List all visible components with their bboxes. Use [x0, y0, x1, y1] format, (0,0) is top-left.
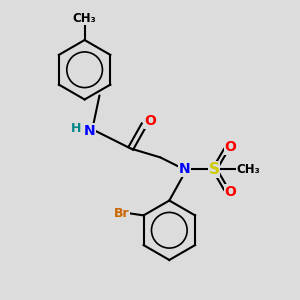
Text: CH₃: CH₃ — [73, 12, 97, 25]
Text: O: O — [224, 184, 236, 199]
Text: N: N — [83, 124, 95, 138]
Text: S: S — [208, 162, 219, 177]
Text: Br: Br — [113, 206, 129, 220]
Text: N: N — [178, 162, 190, 176]
Text: O: O — [145, 114, 157, 128]
Text: H: H — [71, 122, 82, 135]
Text: O: O — [224, 140, 236, 154]
Text: CH₃: CH₃ — [236, 163, 260, 176]
